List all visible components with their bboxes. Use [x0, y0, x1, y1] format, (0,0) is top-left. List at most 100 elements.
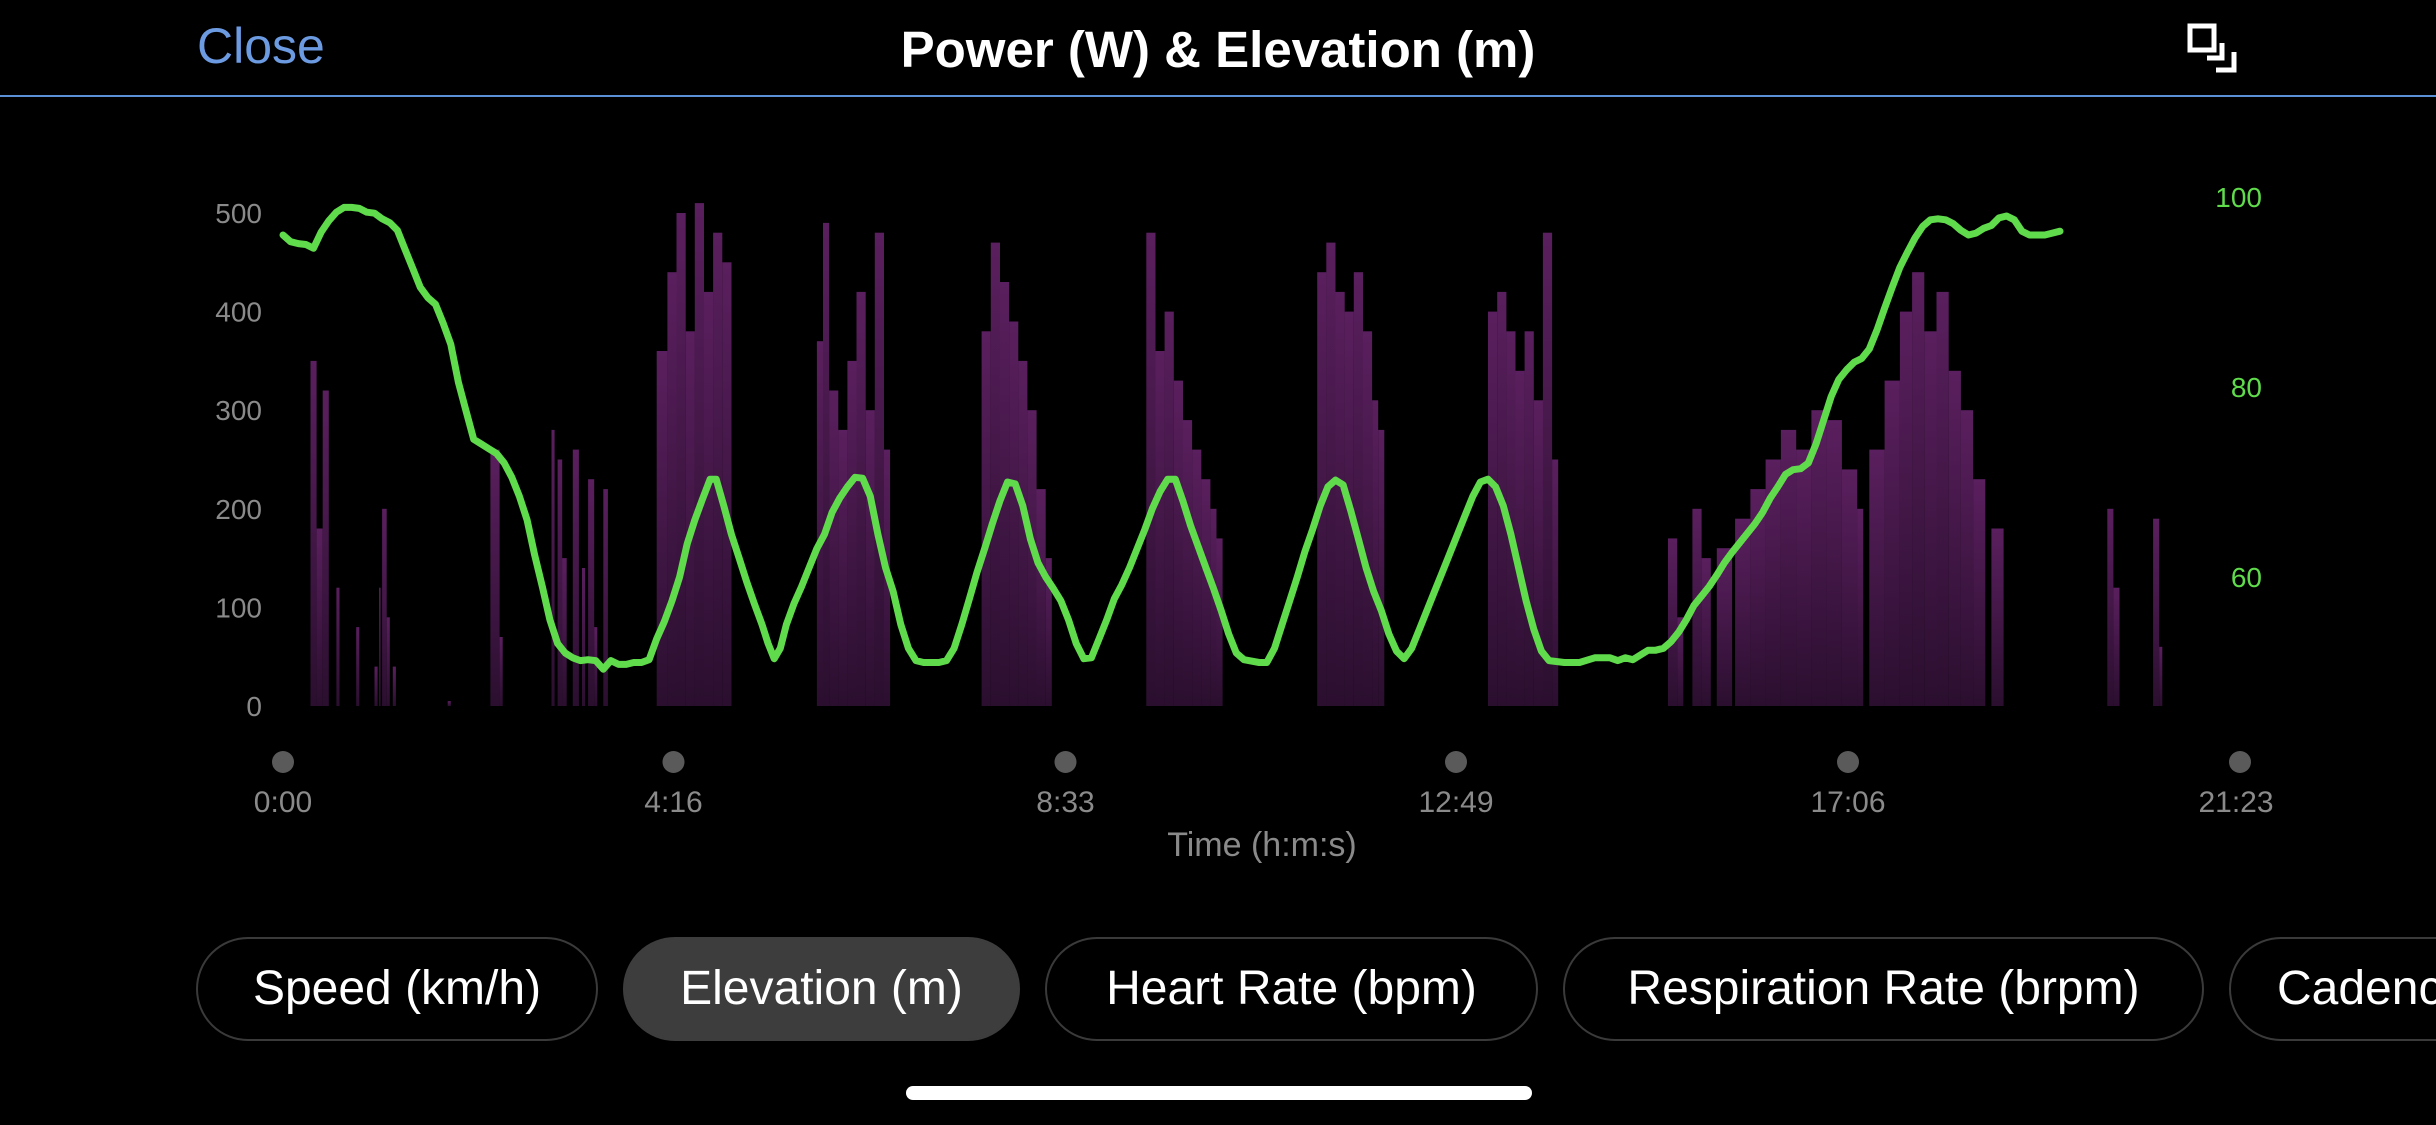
power-bar — [1506, 331, 1516, 706]
power-bar — [1750, 489, 1766, 706]
elevation-tick-label: 80 — [2231, 372, 2262, 403]
power-bar — [572, 449, 579, 706]
power-axis: 0 100 200 300 400 500 — [215, 198, 262, 722]
power-bar — [1552, 459, 1559, 706]
tab-speed[interactable]: Speed (km/h) — [196, 937, 598, 1041]
expand-window-icon[interactable] — [2186, 22, 2238, 74]
power-bar — [1973, 479, 1986, 706]
power-tick-label: 0 — [246, 691, 262, 722]
power-bar — [1036, 489, 1046, 706]
power-bar — [1912, 272, 1925, 706]
time-tick-label: 0:00 — [254, 786, 312, 819]
power-bar — [1826, 420, 1842, 706]
time-tick-marker — [662, 751, 685, 773]
power-bar — [1045, 558, 1052, 706]
power-bar — [1524, 331, 1534, 706]
power-bar — [1018, 360, 1028, 706]
power-bar — [382, 508, 387, 706]
power-bar — [1948, 370, 1961, 706]
power-bar — [1182, 420, 1193, 706]
power-bar — [1668, 538, 1678, 706]
power-bar — [1317, 272, 1327, 706]
power-bar — [1335, 291, 1345, 706]
power-bar — [551, 429, 555, 706]
power-bar — [582, 568, 586, 706]
header-bar: Close Power (W) & Elevation (m) — [0, 0, 2436, 97]
chart-title: Power (W) & Elevation (m) — [900, 21, 1536, 78]
time-tick-marker — [1837, 751, 1859, 773]
power-bar — [694, 203, 704, 706]
x-axis-label: Time (h:m:s) — [1167, 826, 1357, 864]
power-bar — [322, 390, 329, 706]
power-bar — [990, 242, 1000, 706]
power-bar — [1869, 449, 1885, 706]
power-bar — [379, 587, 381, 706]
power-bar — [603, 489, 608, 706]
power-bar — [336, 587, 340, 706]
power-bar — [676, 213, 686, 706]
power-bar — [1326, 242, 1336, 706]
time-tick-marker — [272, 751, 294, 773]
power-bar — [847, 360, 857, 706]
power-bar — [1210, 508, 1217, 706]
power-bar — [588, 479, 595, 706]
elevation-axis: 60 80 100 — [2215, 182, 2262, 593]
power-bar — [722, 262, 732, 706]
power-bar — [1155, 351, 1165, 706]
power-bar — [1735, 518, 1751, 706]
power-bar — [1991, 528, 2004, 706]
power-bar — [865, 410, 875, 706]
tab-elevation[interactable]: Elevation (m) — [623, 937, 1020, 1041]
power-bar — [374, 666, 378, 706]
power-bar — [1173, 380, 1183, 706]
power-bar — [713, 232, 723, 706]
power-bar — [1488, 311, 1498, 706]
power-bar — [386, 617, 390, 706]
power-bar — [1146, 232, 1156, 706]
power-bar — [1841, 469, 1858, 706]
time-tick-label: 12:49 — [1418, 786, 1493, 819]
power-bar — [1960, 410, 1974, 706]
power-tick-label: 200 — [215, 494, 262, 525]
power-bar — [874, 232, 884, 706]
power-bar — [562, 558, 567, 706]
power-bar — [490, 449, 500, 706]
power-bar — [310, 360, 317, 706]
power-area — [310, 203, 2163, 706]
power-bar — [1857, 508, 1864, 706]
power-bar — [1027, 410, 1037, 706]
power-tick-label: 100 — [215, 592, 262, 623]
power-bar — [1765, 459, 1781, 706]
power-bar — [1716, 548, 1733, 706]
power-bar — [2153, 518, 2160, 706]
power-bar — [685, 331, 695, 706]
time-tick-label: 8:33 — [1036, 786, 1094, 819]
power-bar — [829, 390, 839, 706]
power-bar — [656, 351, 668, 706]
power-bar — [981, 331, 991, 706]
power-bar — [392, 666, 396, 706]
elevation-tick-label: 60 — [2231, 562, 2262, 593]
power-bar — [667, 272, 677, 706]
power-bar — [499, 637, 503, 706]
power-bar — [1192, 449, 1202, 706]
power-bar — [1533, 400, 1543, 706]
power-bar — [2113, 587, 2120, 706]
power-bar — [1884, 380, 1900, 706]
elevation-line — [279, 203, 2064, 673]
time-tick-marker — [2229, 751, 2251, 773]
power-bar — [1164, 311, 1174, 706]
close-button[interactable]: Close — [197, 18, 325, 74]
power-bar — [823, 222, 830, 706]
power-bar — [1009, 321, 1019, 706]
power-bar — [1201, 479, 1211, 706]
power-bar — [594, 627, 598, 706]
power-bar — [447, 701, 451, 706]
power-bar — [838, 429, 848, 706]
power-bar — [316, 528, 323, 706]
power-bar — [1677, 617, 1684, 706]
tab-respiration-rate[interactable]: Respiration Rate (brpm) — [1563, 937, 2204, 1041]
tab-cadence[interactable]: Cadence — [2229, 937, 2436, 1041]
tab-heart-rate[interactable]: Heart Rate (bpm) — [1045, 937, 1538, 1041]
